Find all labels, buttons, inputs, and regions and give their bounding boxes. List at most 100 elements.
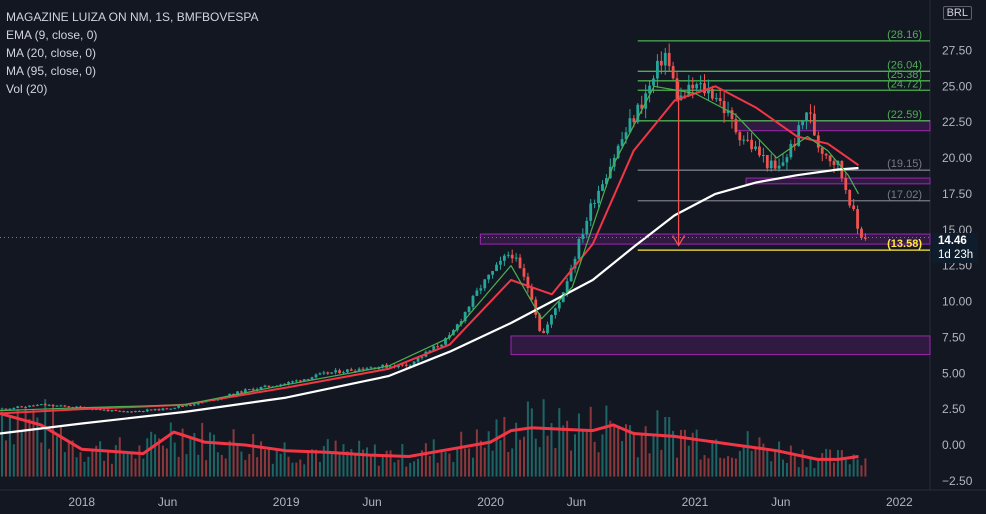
candle-body	[330, 372, 334, 374]
volume-bar	[28, 419, 31, 477]
candle-body	[801, 120, 805, 126]
candle-body	[259, 387, 263, 390]
candle-body	[28, 405, 31, 407]
candle-body	[742, 139, 746, 141]
volume-bar	[413, 461, 416, 477]
candle-body	[687, 84, 691, 97]
candle-body	[12, 407, 16, 409]
target-arrow-head	[672, 235, 686, 247]
candle-body	[534, 299, 538, 315]
candle-body	[51, 404, 55, 406]
volume-bar	[146, 438, 149, 477]
candle-body	[126, 411, 130, 413]
x-tick-label: Jun	[158, 495, 177, 509]
candle-body	[267, 385, 271, 387]
candle-body	[342, 372, 345, 374]
candle-body	[734, 119, 738, 133]
volume-bar	[456, 448, 459, 477]
currency-badge[interactable]: BRL	[942, 6, 972, 20]
candle-body	[616, 145, 620, 158]
volume-bar	[821, 452, 824, 477]
candle-body	[589, 203, 593, 221]
candle-body	[605, 178, 608, 185]
candle-body	[345, 369, 349, 373]
candle-body	[754, 146, 757, 150]
candle-body	[675, 78, 679, 100]
legend-ma20[interactable]: MA (20, close, 0)	[6, 46, 97, 60]
volume-bar	[621, 441, 624, 477]
volume-bar	[444, 451, 447, 477]
volume-bar	[87, 456, 90, 477]
candle-body	[864, 237, 867, 239]
volume-bar	[856, 459, 859, 477]
candle-body	[671, 66, 675, 79]
volume-bar	[864, 458, 867, 477]
volume-bar	[632, 431, 635, 477]
candle-body	[530, 288, 534, 300]
candle-body	[243, 389, 247, 393]
candle-body	[39, 404, 43, 406]
fib-level-label: (26.04)	[887, 59, 922, 71]
volume-bar	[369, 454, 372, 477]
candle-body	[189, 405, 192, 407]
volume-bar	[785, 462, 788, 477]
ma20-line	[0, 85, 860, 415]
volume-bar	[91, 449, 94, 477]
candle-body	[718, 98, 722, 102]
volume-bar	[625, 424, 628, 477]
legend-ma95[interactable]: MA (95, close, 0)	[6, 64, 97, 78]
fib-level-label: (13.58)	[887, 238, 922, 250]
candle-body	[302, 379, 306, 382]
volume-bar	[597, 452, 600, 477]
volume-bar	[338, 451, 341, 477]
candle-body	[652, 78, 655, 86]
volume-bar	[644, 426, 647, 477]
symbol-title: MAGAZINE LUIZA ON NM, 1S, BMFBOVESPA	[6, 10, 259, 24]
candle-body	[200, 402, 204, 404]
candle-body	[153, 408, 157, 411]
volume-bar	[515, 422, 518, 477]
candle-body	[169, 408, 173, 410]
volume-bar	[734, 458, 737, 477]
candle-body	[428, 350, 432, 352]
candle-body	[506, 254, 510, 256]
candle-body	[707, 89, 710, 94]
fib-level-label: (22.59)	[887, 109, 922, 121]
legend-volume[interactable]: Vol (20)	[6, 82, 48, 96]
volume-bar	[24, 407, 27, 477]
candle-body	[750, 139, 754, 150]
volume-bar	[656, 410, 659, 477]
volume-bar	[754, 447, 757, 477]
volume-bar	[817, 459, 820, 477]
ma95-line	[0, 166, 859, 435]
volume-bar	[660, 449, 663, 477]
volume-bar	[55, 436, 58, 477]
volume-bar	[358, 440, 361, 477]
volume-bar	[479, 440, 482, 477]
fib-level-label: (25.38)	[887, 69, 922, 81]
volume-bar	[687, 445, 690, 477]
volume-bar	[860, 465, 863, 477]
volume-bar	[742, 446, 745, 477]
volume-bar	[833, 462, 836, 477]
volume-bar	[4, 440, 7, 477]
volume-bar	[224, 458, 227, 477]
volume-bar	[562, 425, 565, 477]
volume-bar	[107, 451, 110, 477]
candle-body	[565, 281, 569, 293]
volume-bar	[193, 432, 196, 477]
x-tick-label: 2022	[886, 495, 913, 509]
legend-ema9[interactable]: EMA (9, close, 0)	[6, 28, 98, 42]
support-resistance-zone	[479, 233, 931, 245]
volume-bar	[617, 425, 620, 477]
volume-bar	[16, 409, 19, 477]
candle-body	[110, 410, 114, 412]
volume-bar	[114, 445, 117, 477]
candle-body	[538, 314, 542, 331]
volume-bar	[519, 439, 522, 477]
candle-body	[832, 161, 836, 165]
candle-body	[118, 410, 122, 412]
volume-bar	[636, 457, 639, 477]
candle-body	[98, 409, 102, 411]
volume-bar	[495, 419, 498, 477]
